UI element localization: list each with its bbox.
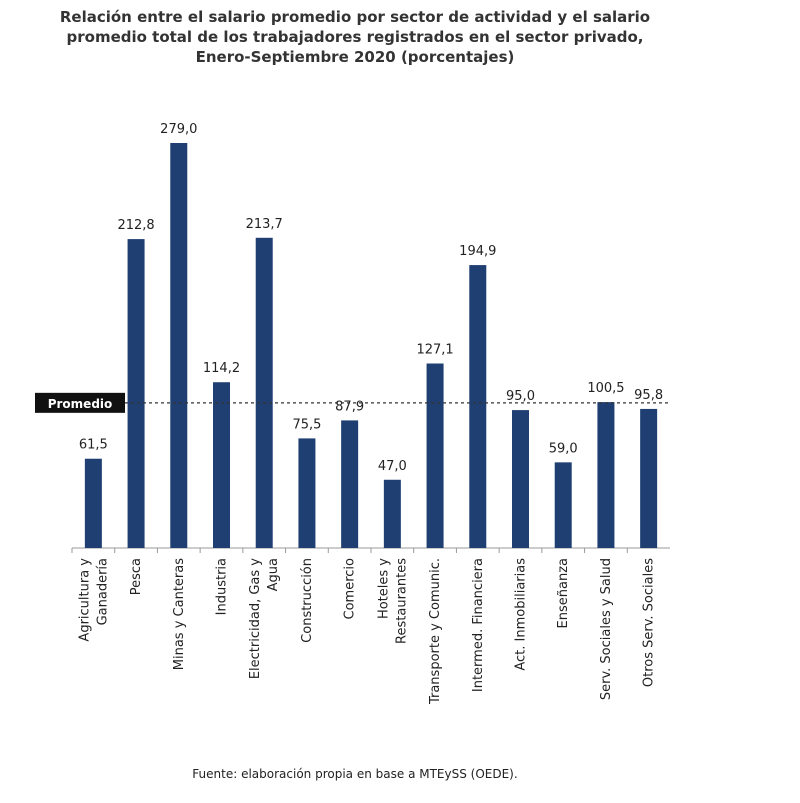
x-tick-label: Construcción	[300, 558, 315, 643]
value-label: 47,0	[378, 459, 407, 474]
x-tick-label: Electricidad, Gas y Agua	[248, 558, 281, 679]
value-label: 279,0	[160, 122, 197, 137]
bar	[84, 458, 102, 548]
value-label: 212,8	[117, 218, 154, 233]
bar	[127, 239, 145, 548]
value-label: 100,5	[587, 381, 624, 396]
bar	[597, 402, 615, 548]
x-tick-label: Hoteles y Restaurantes	[376, 558, 409, 644]
bar	[426, 363, 444, 548]
value-label: 87,9	[335, 399, 364, 414]
x-tick-label: Pesca	[129, 558, 144, 595]
value-label: 213,7	[246, 217, 283, 232]
x-tick-label: Transporte y Comunic.	[428, 558, 443, 705]
x-tick-label: Enseñanza	[556, 558, 571, 628]
x-tick-label: Intermed. Financiera	[471, 558, 486, 692]
x-tick-label: Serv. Sociales y Salud	[599, 558, 614, 700]
value-label: 59,0	[549, 441, 578, 456]
x-tick-label: Minas y Canteras	[172, 558, 187, 670]
bar	[469, 265, 487, 548]
bar	[383, 479, 401, 548]
value-label: 95,8	[634, 388, 663, 403]
bar	[640, 408, 658, 548]
chart-title: Relación entre el salario promedio por s…	[60, 8, 650, 66]
value-label: 61,5	[79, 438, 108, 453]
value-label: 75,5	[292, 417, 321, 432]
reference-label-box	[35, 392, 125, 413]
bar	[512, 410, 529, 548]
reference-label: Promedio	[48, 397, 113, 411]
bar	[341, 420, 359, 548]
bar	[213, 382, 230, 548]
bar	[298, 438, 316, 548]
value-label: 95,0	[506, 389, 535, 404]
bar	[554, 462, 572, 548]
x-tick-label: Industria	[215, 558, 230, 615]
bar	[170, 143, 188, 548]
value-label: 194,9	[459, 244, 496, 259]
x-tick-label: Act. Inmobiliarias	[514, 558, 529, 671]
value-label: 114,2	[203, 361, 240, 376]
value-label: 127,1	[416, 343, 453, 358]
x-tick-label: Agricultura y Ganadería	[77, 558, 110, 642]
x-tick-label: Comercio	[343, 558, 358, 620]
x-tick-label: Otros Serv. Sociales	[642, 558, 657, 687]
bar	[255, 237, 273, 548]
source-note: Fuente: elaboración propia en base a MTE…	[192, 767, 517, 781]
